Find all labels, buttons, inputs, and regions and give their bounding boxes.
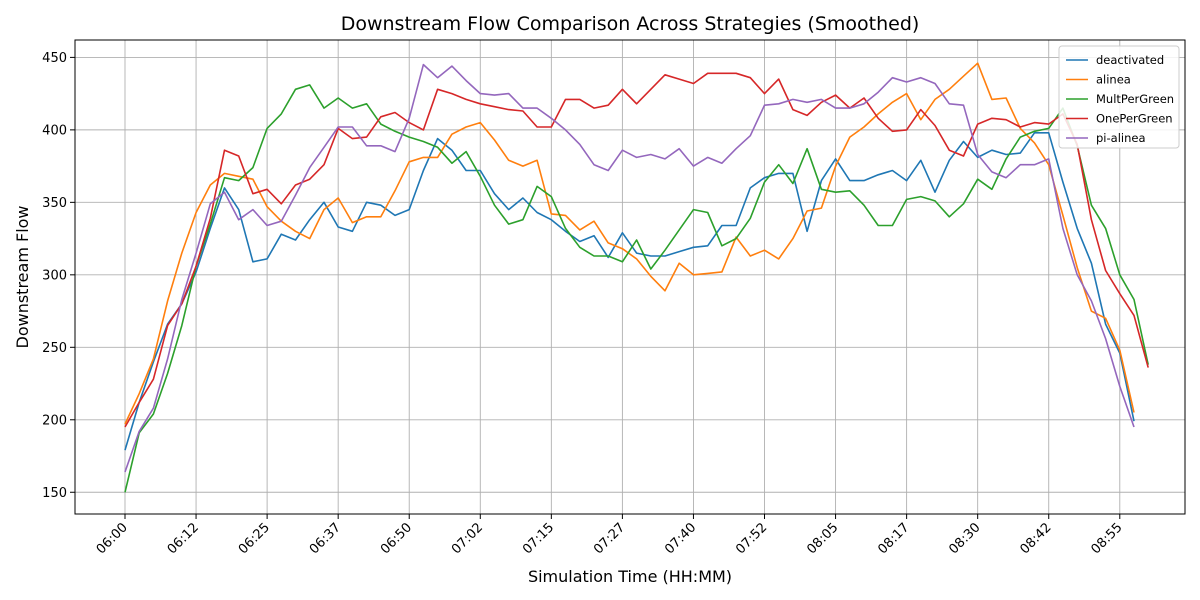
y-tick-label: 250 [42,341,67,356]
legend-box [1058,45,1180,149]
series-line-pi-alinea [124,63,1135,473]
legend-label: alinea [1096,73,1131,87]
y-tick-label: 400 [42,123,67,138]
x-axis-title: Simulation Time (HH:MM) [528,567,732,586]
y-axis-title: Downstream Flow [13,205,32,348]
y-tick-label: 200 [42,413,67,428]
series-line-onepergreen [124,72,1149,428]
series-line-alinea [124,62,1135,425]
legend-label: MultPerGreen [1096,92,1174,106]
legend-label: OnePerGreen [1096,112,1173,126]
y-tick-label: 450 [42,51,67,66]
y-tick-label: 300 [42,268,67,283]
y-tick-label: 350 [42,196,67,211]
plot-frame [74,39,1186,515]
series-line-deactivated [124,132,1135,451]
series-line-multpergreen [124,84,1149,493]
y-tick-label: 150 [42,486,67,501]
legend-label: deactivated [1096,53,1164,67]
series-lines [124,62,1149,493]
legend-label: pi-alinea [1096,131,1146,145]
chart-title: Downstream Flow Comparison Across Strate… [341,13,920,35]
legend: deactivated alinea MultPerGreen OnePerGreen… [1058,45,1180,149]
